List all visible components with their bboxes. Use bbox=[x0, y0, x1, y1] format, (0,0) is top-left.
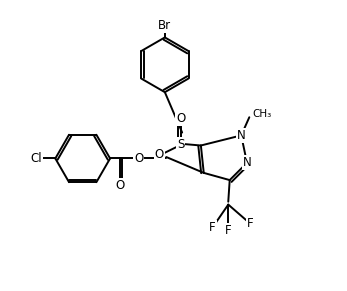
Text: F: F bbox=[247, 217, 253, 230]
Text: O: O bbox=[116, 179, 125, 192]
Text: CH₃: CH₃ bbox=[253, 109, 272, 119]
Text: F: F bbox=[225, 224, 231, 237]
Text: O: O bbox=[176, 112, 185, 125]
Text: N: N bbox=[243, 156, 251, 169]
Text: F: F bbox=[209, 221, 216, 234]
Text: O: O bbox=[154, 148, 164, 161]
Text: S: S bbox=[177, 138, 184, 150]
Text: N: N bbox=[237, 129, 246, 142]
Text: Cl: Cl bbox=[31, 152, 42, 165]
Text: Br: Br bbox=[158, 19, 171, 32]
Text: O: O bbox=[134, 152, 144, 165]
